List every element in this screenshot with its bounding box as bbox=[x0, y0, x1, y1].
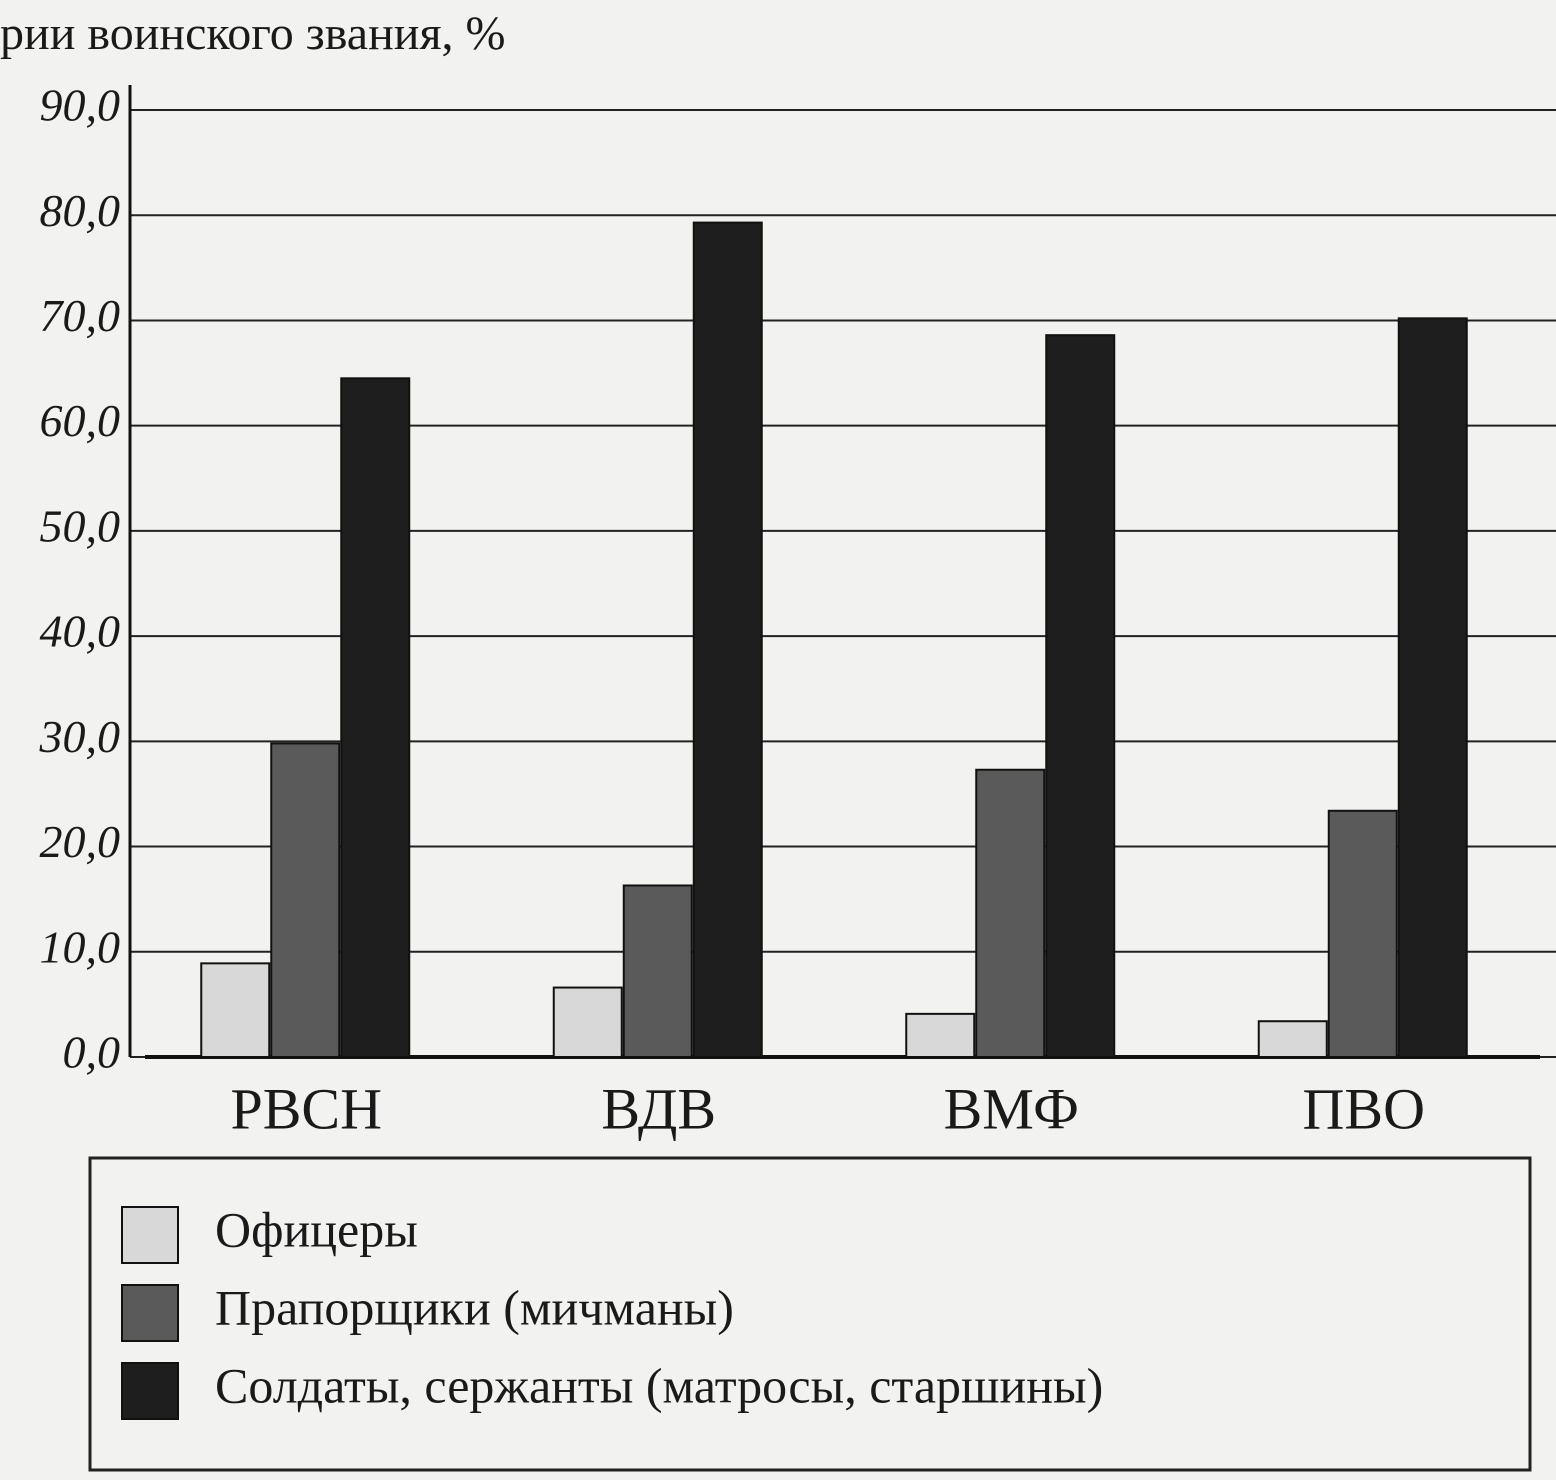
x-tick-label: ПВО bbox=[1303, 1076, 1425, 1141]
legend-label: Офицеры bbox=[215, 1201, 418, 1257]
y-tick-label: 30,0 bbox=[39, 711, 121, 762]
y-tick-label: 10,0 bbox=[40, 921, 121, 972]
y-tick-label: 0,0 bbox=[63, 1027, 121, 1078]
bar bbox=[692, 221, 763, 1059]
x-tick-label: ВМФ bbox=[944, 1076, 1079, 1141]
x-tick-label: РВСН bbox=[230, 1076, 382, 1141]
legend-label: Солдаты, сержанты (матросы, старшины) bbox=[215, 1357, 1103, 1413]
bar bbox=[975, 768, 1046, 1058]
bar bbox=[200, 962, 271, 1059]
legend-box bbox=[88, 1156, 1532, 1472]
y-tick-label: 50,0 bbox=[40, 500, 121, 551]
y-tick-label: 20,0 bbox=[40, 816, 121, 867]
bar bbox=[1397, 317, 1468, 1058]
bar bbox=[1257, 1020, 1328, 1058]
x-tick-label: ВДВ bbox=[601, 1076, 716, 1141]
legend-swatch bbox=[121, 1284, 179, 1342]
y-tick-label: 70,0 bbox=[40, 290, 121, 341]
bar bbox=[340, 377, 411, 1059]
bar bbox=[905, 1012, 976, 1058]
bar bbox=[270, 742, 341, 1059]
y-tick-label: 40,0 bbox=[40, 606, 121, 657]
y-tick-label: 90,0 bbox=[40, 80, 121, 131]
bar bbox=[552, 986, 623, 1059]
y-tick-label: 80,0 bbox=[40, 185, 121, 236]
legend-swatch bbox=[121, 1206, 179, 1264]
bar bbox=[1045, 334, 1116, 1059]
legend-label: Прапорщики (мичманы) bbox=[215, 1279, 734, 1335]
legend-swatch bbox=[121, 1362, 179, 1420]
y-tick-label: 60,0 bbox=[40, 395, 121, 446]
bar bbox=[1327, 809, 1398, 1059]
chart-title: рии воинского звания, % bbox=[0, 7, 506, 60]
bar bbox=[622, 884, 693, 1059]
